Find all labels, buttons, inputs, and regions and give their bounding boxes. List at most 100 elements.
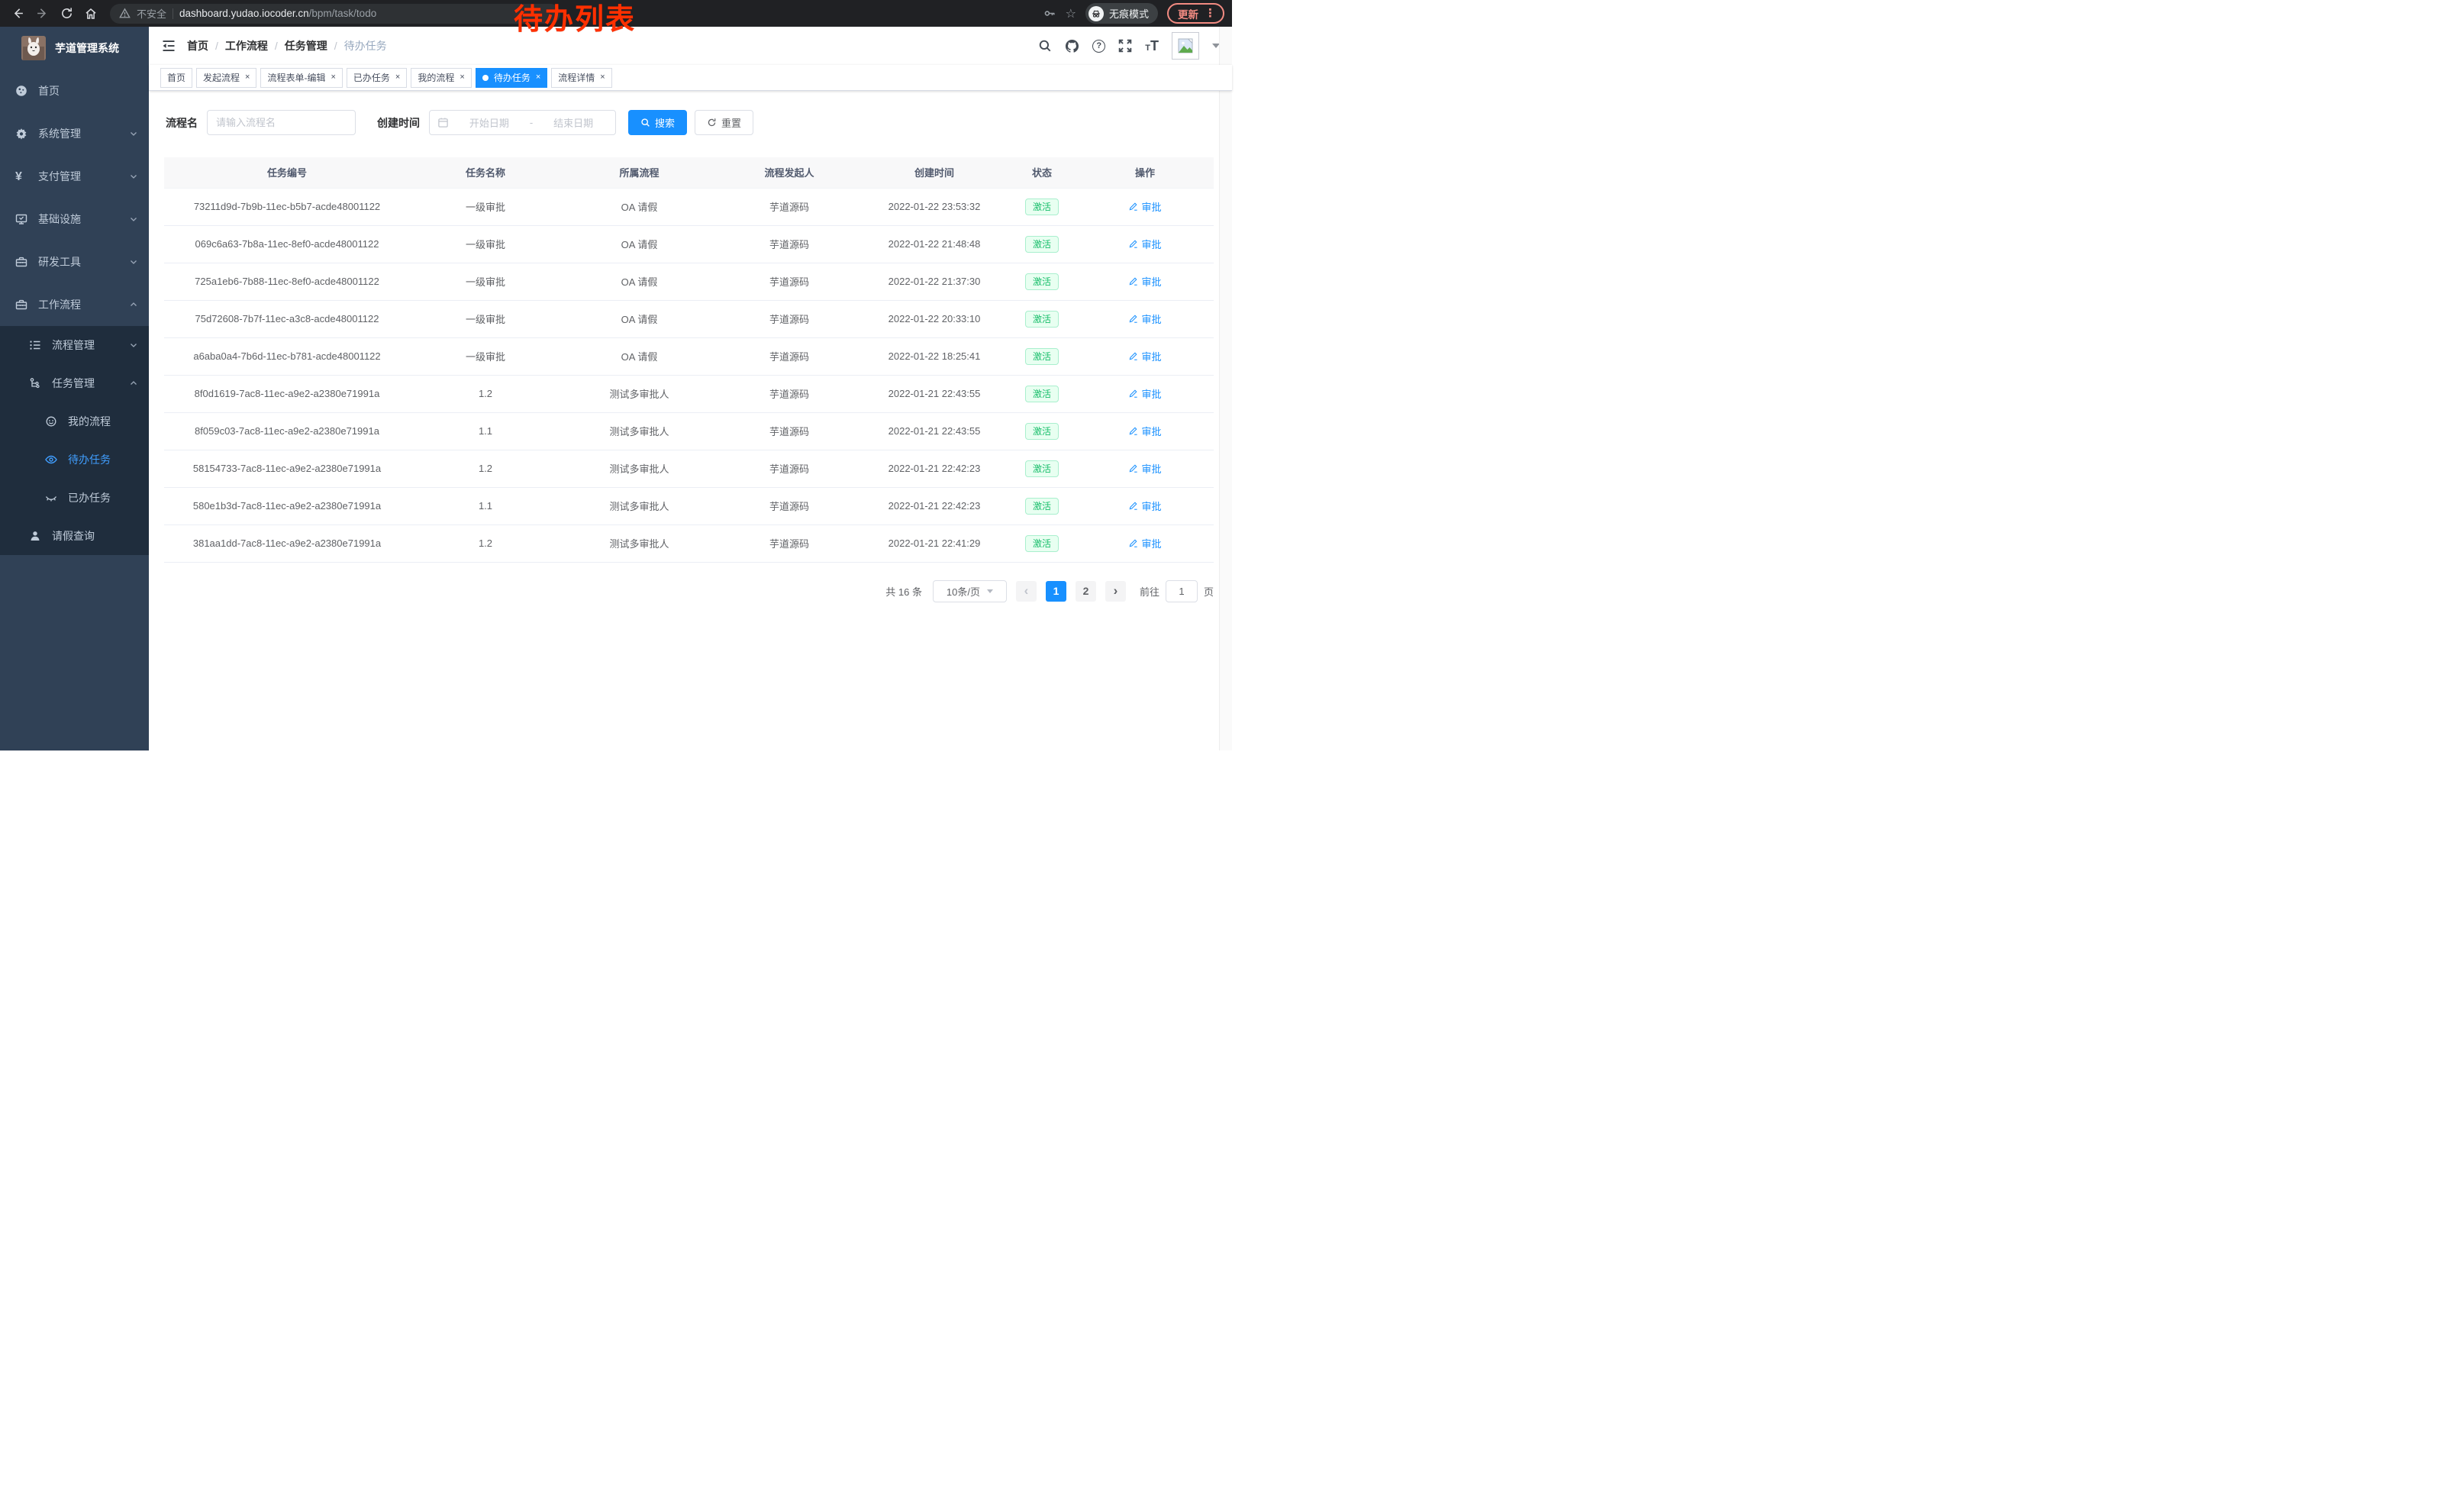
font-size-icon[interactable] [1145,39,1159,53]
col-task-id: 任务编号 [164,157,410,188]
approve-link[interactable]: 审批 [1128,499,1162,513]
tab-done-tasks[interactable]: 已办任务 [346,67,408,88]
update-label[interactable]: 更新 [1178,8,1198,21]
briefcase-icon [15,299,27,311]
approve-link[interactable]: 审批 [1128,349,1162,363]
sidebar-item-infrastructure[interactable]: 基础设施 [0,198,149,240]
sidebar-item-label: 系统管理 [38,128,81,140]
warning-icon[interactable] [119,8,131,19]
task-starter: 芋道源码 [718,263,861,301]
scrollbar-gutter[interactable] [1219,27,1232,750]
tab-home[interactable]: 首页 [160,67,193,88]
address-bar[interactable]: 不安全 dashboard.yudao.iocoder.cn/bpm/task/… [110,3,560,24]
page-button-2[interactable]: 2 [1075,580,1096,602]
approve-link[interactable]: 审批 [1128,461,1162,476]
avatar[interactable] [1172,32,1199,60]
url-path[interactable]: /bpm/task/todo [308,7,377,19]
sidebar-item-process-management[interactable]: 流程管理 [0,326,149,364]
sidebar-item-done-tasks[interactable]: 已办任务 [0,479,149,517]
task-starter: 芋道源码 [718,525,861,563]
page-button-1[interactable]: 1 [1045,580,1066,602]
close-icon[interactable] [395,73,400,82]
sidebar-item-workflow[interactable]: 工作流程 [0,283,149,326]
tab-process-detail[interactable]: 流程详情 [551,67,612,88]
sidebar-item-leave-query[interactable]: 请假查询 [0,517,149,555]
url-host[interactable]: dashboard.yudao.iocoder.cn [179,7,309,19]
tab-todo-tasks[interactable]: 待办任务 [475,67,548,88]
question-icon[interactable] [1092,39,1106,53]
task-created: 2022-01-21 22:41:29 [861,525,1008,563]
sidebar-item-task-management[interactable]: 任务管理 [0,364,149,402]
search-icon[interactable] [1038,39,1052,53]
tab-my-process[interactable]: 我的流程 [411,67,472,88]
chevron-up-icon [129,300,138,309]
sidebar-item-todo-tasks[interactable]: 待办任务 [0,441,149,479]
tab-process-form-edit[interactable]: 流程表单-编辑 [260,67,343,88]
goto-page-input[interactable] [1165,579,1198,602]
refresh-icon[interactable] [56,4,76,24]
page-annotation-title: 待办列表 [514,4,637,36]
task-name: 1.2 [410,525,561,563]
sidebar-item-system[interactable]: 系统管理 [0,112,149,155]
approve-link[interactable]: 审批 [1128,386,1162,401]
search-button[interactable]: 搜索 [628,110,688,135]
approve-link[interactable]: 审批 [1128,424,1162,438]
browser-update-button[interactable]: 更新 [1167,3,1224,24]
sidebar-item-home[interactable]: 首页 [0,69,149,112]
gear-icon [15,128,27,140]
close-icon[interactable] [245,73,250,82]
home-icon[interactable] [81,4,101,24]
task-process: 测试多审批人 [561,450,718,488]
breadcrumb-workflow[interactable]: 工作流程 [225,38,285,53]
task-id: 75d72608-7b7f-11ec-a3c8-acde48001122 [164,300,410,338]
reset-button[interactable]: 重置 [695,110,754,135]
end-date-placeholder[interactable]: 结束日期 [553,118,594,129]
col-process: 所属流程 [561,157,718,188]
close-icon[interactable] [600,73,605,82]
approve-label: 审批 [1141,351,1162,363]
task-created: 2022-01-22 18:25:41 [861,337,1008,376]
approve-link[interactable]: 审批 [1128,311,1162,326]
github-icon[interactable] [1065,39,1079,53]
page-size-select[interactable]: 10条/页 [932,579,1007,602]
tab-start-process[interactable]: 发起流程 [196,67,257,88]
task-name: 一级审批 [410,337,561,376]
approve-link[interactable]: 审批 [1128,274,1162,289]
task-id: 73211d9d-7b9b-11ec-b5b7-acde48001122 [164,187,410,226]
approve-label: 审批 [1141,202,1162,213]
sidebar-item-my-process[interactable]: 我的流程 [0,402,149,441]
menu-fold-icon[interactable] [161,38,176,53]
close-icon[interactable] [331,73,335,82]
back-icon[interactable] [8,4,27,24]
task-starter: 芋道源码 [718,337,861,376]
forward-icon[interactable] [32,4,52,24]
breadcrumb-task-management[interactable]: 任务管理 [285,38,344,53]
status-badge: 激活 [1024,235,1059,253]
start-date-placeholder[interactable]: 开始日期 [469,118,509,129]
security-label[interactable]: 不安全 [137,8,167,20]
process-name-input[interactable] [207,110,356,135]
fullscreen-icon[interactable] [1118,39,1132,53]
task-created: 2022-01-22 23:53:32 [861,187,1008,226]
caret-down-icon[interactable] [1212,44,1220,52]
approve-link[interactable]: 审批 [1128,237,1162,251]
close-icon[interactable] [536,73,540,82]
logo-row[interactable]: 芋道管理系统 [0,27,149,69]
key-icon[interactable] [1043,7,1056,20]
sidebar-item-dev-tools[interactable]: 研发工具 [0,240,149,283]
bookmark-star-icon[interactable] [1066,6,1076,21]
sidebar-item-payment[interactable]: 支付管理 [0,155,149,198]
chevron-down-icon [129,129,138,138]
status-badge: 激活 [1024,460,1059,477]
breadcrumb-home[interactable]: 首页 [187,38,225,53]
date-range-picker[interactable]: 开始日期 - 结束日期 [429,110,616,135]
more-vert-icon[interactable] [1205,6,1216,21]
approve-link[interactable]: 审批 [1128,199,1162,214]
approve-link[interactable]: 审批 [1128,536,1162,550]
close-icon[interactable] [460,73,464,82]
prev-page-button[interactable] [1015,580,1037,602]
approve-label: 审批 [1141,538,1162,550]
task-created: 2022-01-22 20:33:10 [861,300,1008,338]
chevron-down-icon [129,172,138,181]
next-page-button[interactable] [1105,580,1126,602]
